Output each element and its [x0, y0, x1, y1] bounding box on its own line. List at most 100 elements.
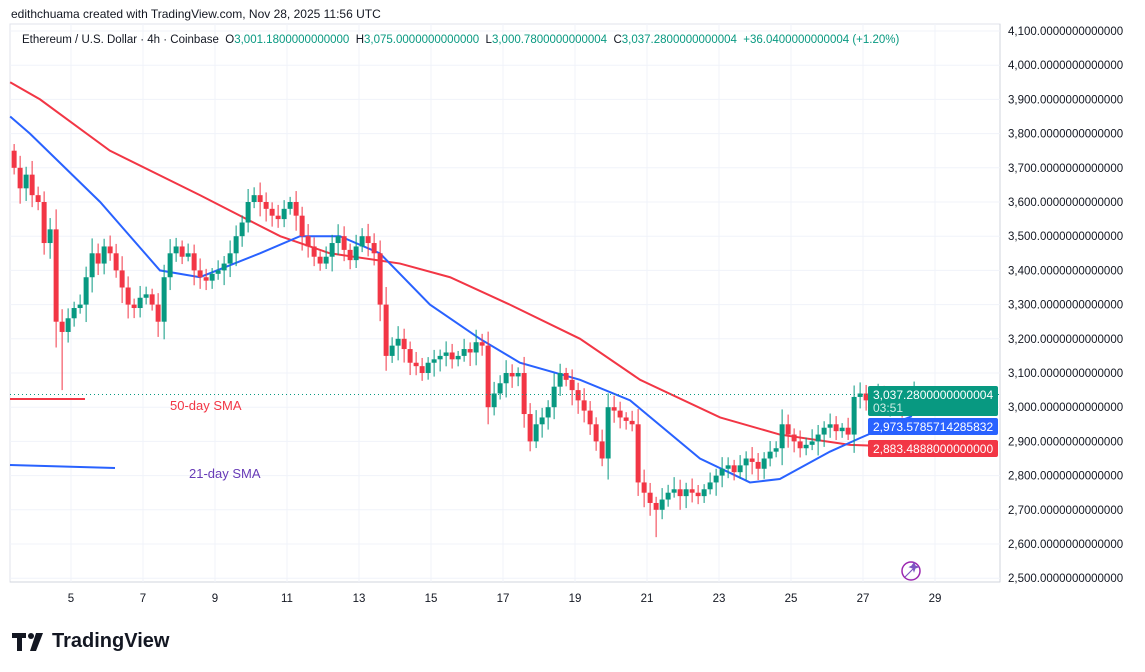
candle — [413, 351, 419, 376]
candle-body — [623, 417, 629, 421]
candle-body — [377, 253, 383, 305]
last-price-tag — [868, 386, 998, 416]
candle — [185, 243, 191, 262]
symbol-legend: Ethereum / U.S. Dollar · 4h · Coinbase O… — [22, 34, 899, 46]
candle-body — [191, 253, 197, 271]
candle — [623, 412, 629, 430]
candle — [341, 226, 347, 262]
y-tick-label: 4,000.0000000000000 — [1008, 60, 1123, 72]
candle-body — [827, 424, 833, 428]
candle — [143, 286, 149, 305]
candle-body — [89, 253, 95, 278]
candle — [521, 356, 527, 428]
candle-body — [353, 246, 359, 261]
x-tick-label: 11 — [281, 593, 293, 605]
candle-body — [749, 458, 755, 462]
y-tick-label: 2,700.0000000000000 — [1008, 505, 1123, 517]
candle-body — [563, 373, 569, 380]
candle — [17, 155, 23, 204]
candle-body — [359, 236, 365, 247]
y-tick-label: 2,500.0000000000000 — [1008, 573, 1123, 585]
candle — [569, 369, 575, 406]
candle-body — [437, 355, 443, 360]
candle-body — [611, 407, 617, 411]
candle-body — [227, 253, 233, 264]
candle-body — [287, 202, 293, 209]
candle — [737, 455, 743, 479]
candle — [443, 341, 449, 367]
y-tick-label: 3,300.0000000000000 — [1008, 300, 1123, 312]
candle — [713, 468, 719, 496]
candle-body — [251, 195, 257, 202]
y-tick-label: 3,600.0000000000000 — [1008, 197, 1123, 209]
candle-body — [335, 236, 341, 244]
candle-body — [71, 308, 77, 319]
countdown-text: 03:51 — [873, 401, 903, 415]
candle — [677, 479, 683, 510]
candle — [575, 382, 581, 414]
candle-body — [257, 195, 263, 202]
change-value: +36.0400000000004 (+1.20%) — [743, 34, 900, 46]
candle — [239, 215, 245, 247]
candle-body — [263, 202, 269, 209]
candle — [251, 187, 257, 209]
candle-body — [587, 410, 593, 425]
candle — [437, 349, 443, 372]
candle-body — [737, 465, 743, 473]
candle-body — [677, 489, 683, 497]
candle — [431, 349, 437, 377]
candle — [617, 401, 623, 429]
candle-body — [11, 150, 17, 168]
candle — [281, 200, 287, 228]
candle — [41, 191, 47, 255]
candle — [461, 338, 467, 362]
candle-body — [95, 253, 101, 264]
candle — [317, 251, 323, 271]
candle — [551, 373, 557, 420]
candle — [629, 410, 635, 432]
candle — [203, 268, 209, 291]
candle-body — [425, 362, 431, 373]
candle — [545, 400, 551, 430]
x-tick-label: 19 — [569, 593, 582, 605]
candle — [503, 360, 509, 398]
candle — [641, 469, 647, 508]
magic-icon[interactable] — [901, 561, 921, 581]
candle — [215, 260, 221, 280]
candle — [305, 224, 311, 258]
candle-body — [167, 253, 173, 278]
candle-body — [791, 434, 797, 442]
open-value: 3,001.1800000000000 — [234, 34, 350, 46]
candle-body — [695, 492, 701, 497]
candle — [257, 182, 263, 217]
candle — [791, 428, 797, 453]
candle-body — [671, 489, 677, 493]
candle-body — [215, 270, 221, 274]
candle-body — [197, 270, 203, 278]
candle — [485, 331, 491, 425]
candle — [161, 264, 167, 340]
candle-body — [389, 345, 395, 356]
candle-body — [41, 202, 47, 244]
candle-body — [521, 373, 527, 415]
candle — [155, 293, 161, 337]
candle-body — [83, 277, 89, 305]
x-tick-label: 25 — [785, 593, 798, 605]
candle — [197, 258, 203, 289]
candle-body — [17, 167, 23, 189]
candle-body — [179, 246, 185, 257]
tradingview-logo[interactable]: TradingView — [12, 630, 169, 653]
sma21-price-tag — [868, 418, 998, 435]
candle — [191, 244, 197, 286]
candle — [761, 452, 767, 479]
candle — [353, 234, 359, 269]
candle — [233, 225, 239, 267]
close-value: 3,037.2800000000004 — [621, 34, 737, 46]
candle-body — [809, 441, 815, 445]
candle — [725, 457, 731, 479]
candle-body — [785, 424, 791, 435]
x-tick-label: 13 — [353, 593, 366, 605]
candle — [113, 243, 119, 278]
candle — [395, 326, 401, 361]
